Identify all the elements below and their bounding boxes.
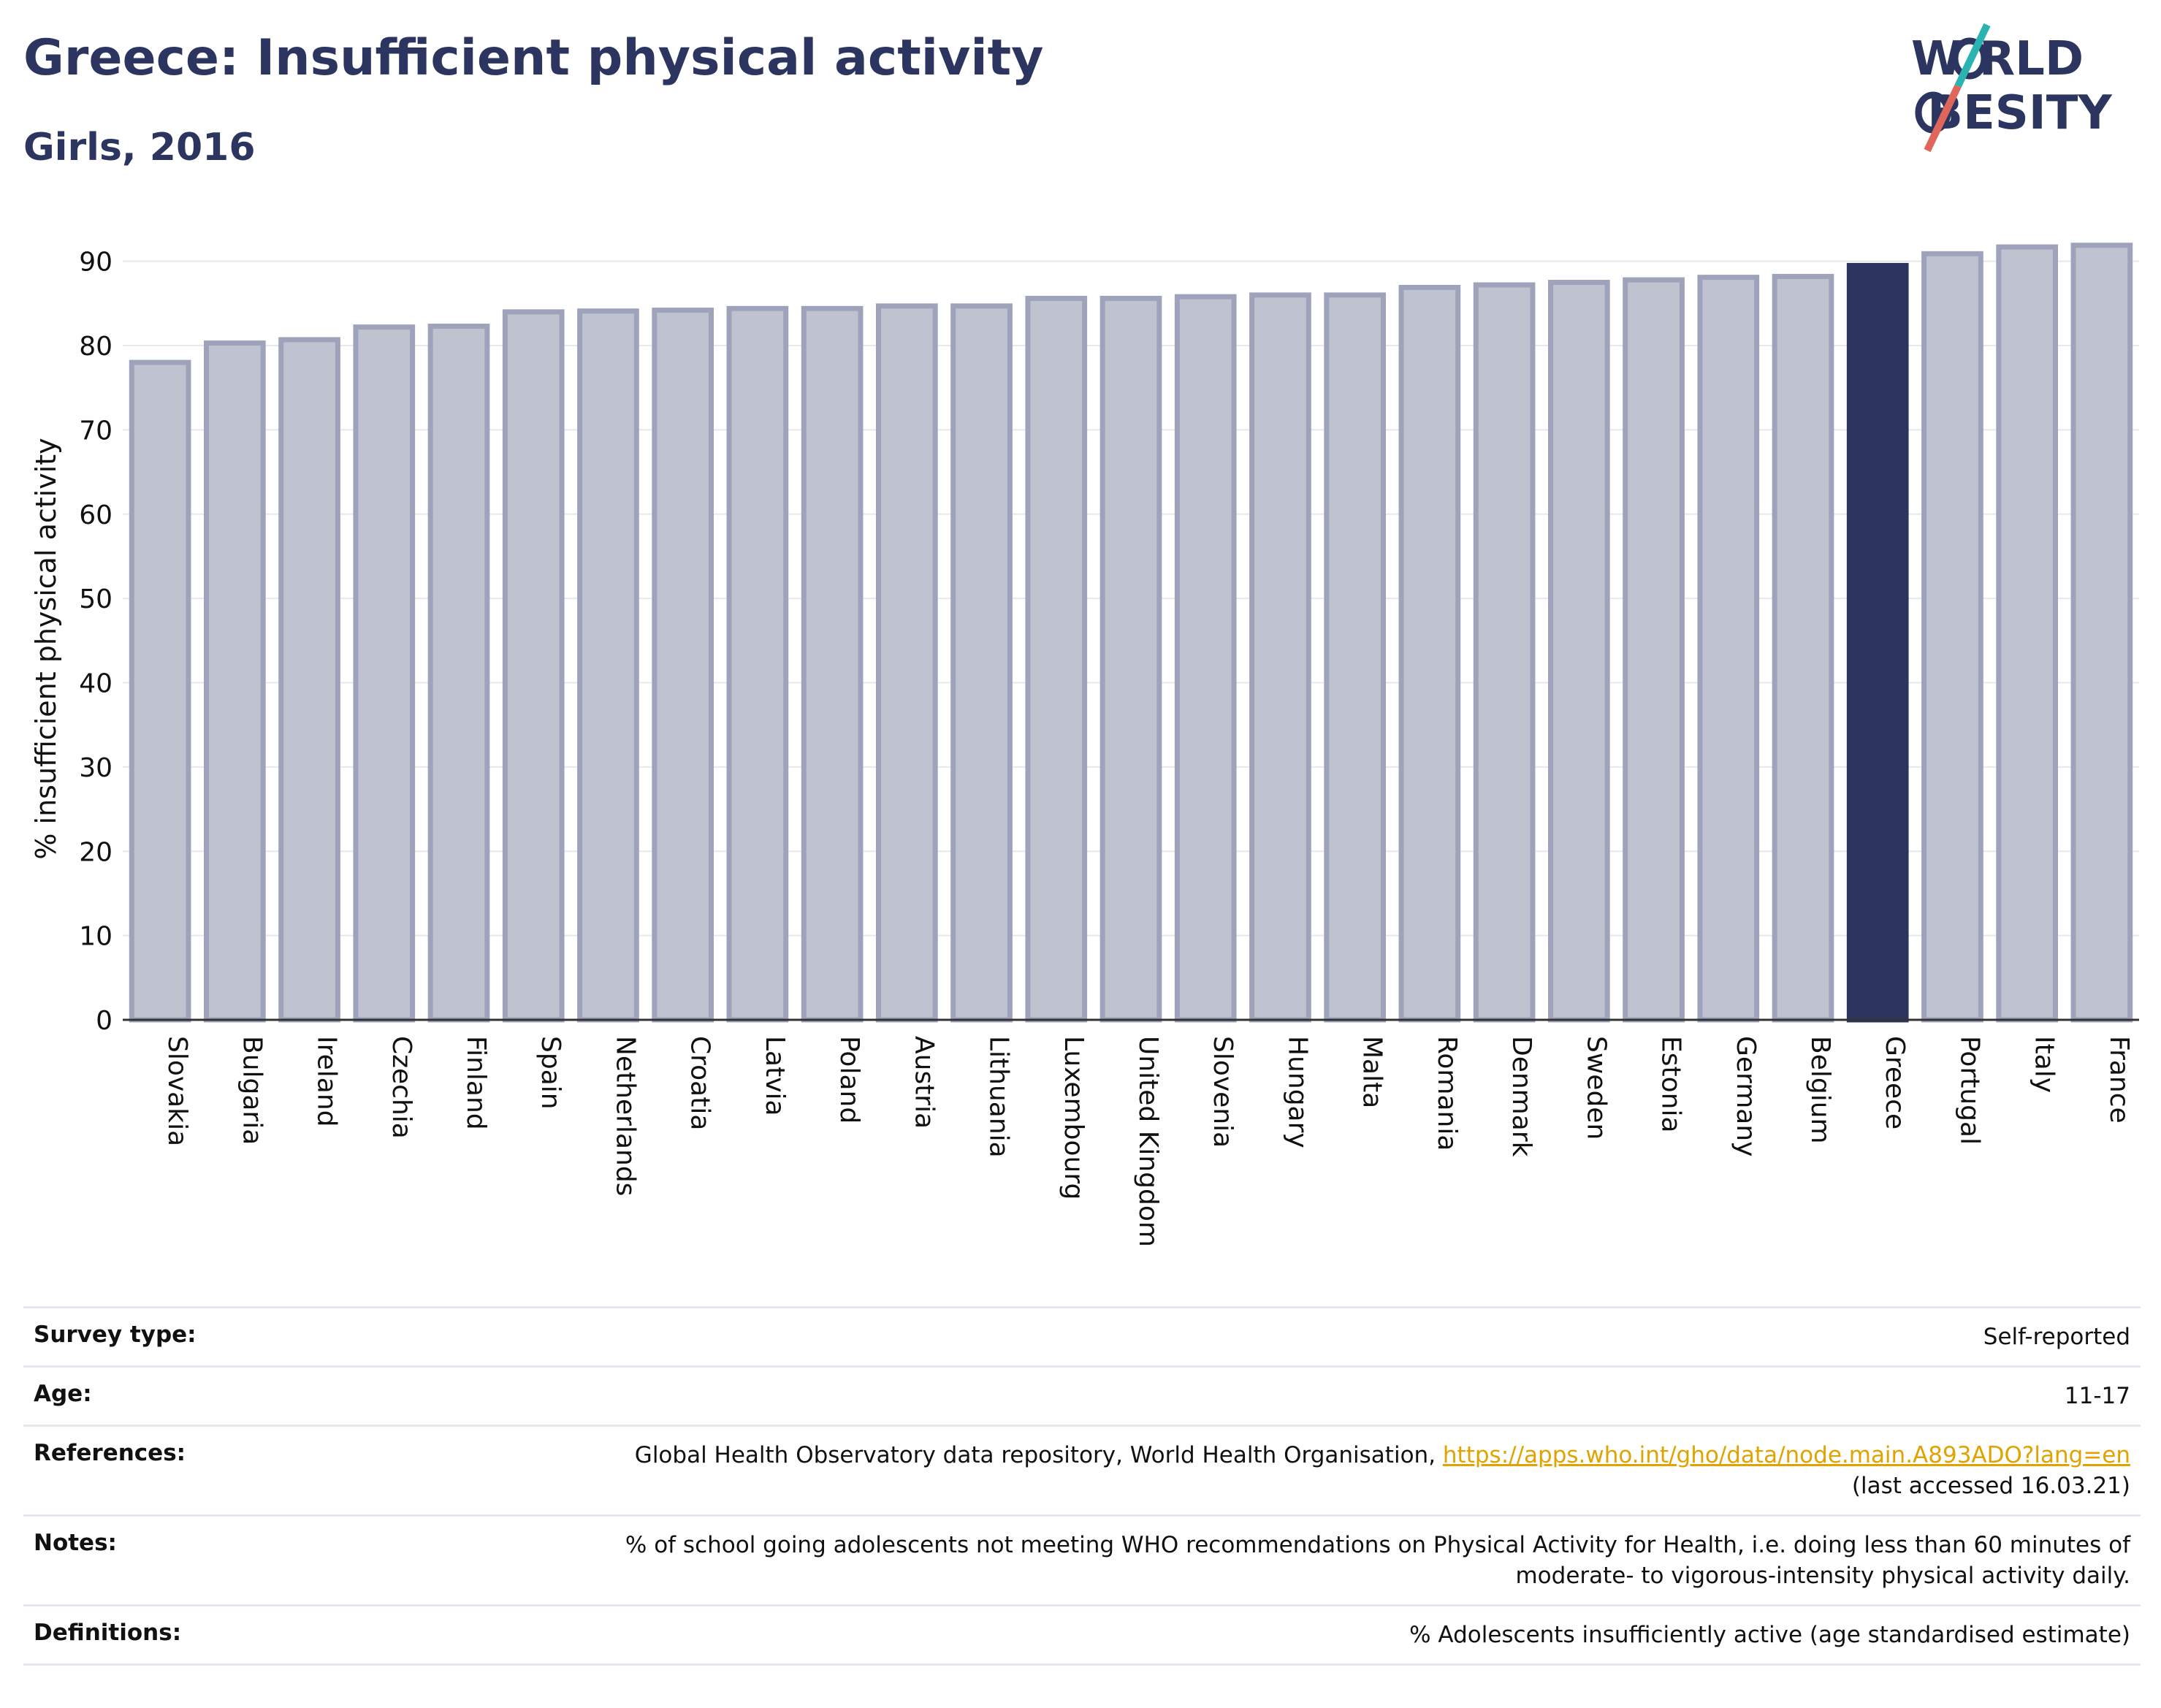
x-tick-label: Estonia [1656,1036,1686,1133]
bar-hungary [1249,292,1311,1023]
notes-line2: moderate- to vigorous-intensity physical… [1515,1563,2130,1589]
x-tick-label: Romania [1432,1036,1462,1151]
y-tick-label: 40 [79,669,113,699]
info-row-notes: Notes: % of school going adolescents not… [23,1514,2141,1606]
x-tick-label: Slovenia [1208,1036,1238,1148]
references-text: Global Health Observatory data repositor… [634,1442,1443,1468]
references-value: Global Health Observatory data repositor… [307,1425,2141,1516]
bar-luxembourg [1025,295,1088,1023]
y-tick-label: 80 [79,332,113,362]
info-row-references: References: Global Health Observatory da… [23,1425,2141,1516]
y-axis-label: % insufficient physical activity [30,438,62,859]
x-tick-label: Croatia [685,1036,715,1130]
x-tick-label: Bulgaria [237,1036,267,1145]
x-tick-label: France [2104,1036,2134,1124]
bar-united-kingdom [1099,295,1162,1023]
x-tick-labels: Slovakia Bulgaria Ireland Czechia Finland Spa… [162,1036,2134,1247]
age-label: Age: [23,1365,307,1426]
x-tick-label: Germany [1731,1036,1761,1156]
bar-croatia [652,308,714,1023]
y-tick-label: 0 [96,1006,113,1036]
page-subtitle: Girls, 2016 [23,126,256,169]
y-tick-label: 30 [79,753,113,783]
bar-romania [1398,284,1461,1023]
bars-group [129,243,2133,1023]
x-tick-label: United Kingdom [1133,1036,1163,1247]
survey-type-value: Self-reported [307,1306,2141,1367]
x-tick-label: Finland [461,1036,491,1130]
info-row-age: Age: 11-17 [23,1365,2141,1426]
x-tick-label: Netherlands [610,1036,640,1196]
bar-sweden [1547,280,1610,1023]
y-tick-label: 50 [79,584,113,614]
logo-o1-shape [1951,37,1988,80]
age-value: 11-17 [307,1365,2141,1426]
x-tick-label: Malta [1357,1036,1387,1108]
logo-slash-teal [1954,23,1991,88]
bar-latvia [726,305,789,1023]
x-tick-label: Portugal [1954,1036,1984,1145]
bar-estonia [1623,277,1685,1023]
bar-spain [502,309,565,1023]
bar-portugal [1921,251,1983,1023]
bar-slovakia [129,359,191,1023]
bar-czechia [353,324,416,1023]
bar-belgium [1772,273,1834,1023]
survey-type-label: Survey type: [23,1306,307,1367]
y-tick-label: 70 [79,416,113,446]
x-tick-label: Ireland [312,1036,342,1127]
bar-slovenia [1174,294,1237,1023]
x-tick-label: Lithuania [984,1036,1014,1158]
bar-malta [1324,292,1387,1023]
info-row-definitions: Definitions: % Adolescents insufficientl… [23,1604,2141,1666]
logo-slash-red [1924,84,1962,153]
bar-denmark [1473,282,1536,1023]
x-tick-label: Luxembourg [1059,1036,1089,1200]
bar-poland [801,305,864,1023]
notes-label: Notes: [23,1514,307,1606]
x-tick-label: Slovakia [162,1036,192,1146]
x-tick-label: Sweden [1581,1036,1611,1140]
notes-line1: % of school going adolescents not meetin… [625,1532,2130,1558]
bar-finland [427,324,490,1023]
x-tick-label: Austria [909,1036,939,1129]
x-tick-label: Spain [536,1036,565,1110]
x-tick-label: Belgium [1805,1036,1835,1144]
world-obesity-logo: W RLD BESITY [1911,23,2112,153]
bar-chart: 0 10 20 30 40 50 60 70 80 90 Slovakia Bulgaria Irel… [30,243,2139,1247]
bar-germany [1697,275,1760,1023]
references-link[interactable]: https://apps.who.int/gho/data/node.main.… [1442,1442,2130,1468]
bar-austria [875,303,938,1023]
x-tick-label: Italy [2029,1036,2059,1093]
references-label: References: [23,1425,307,1516]
x-tick-label: Greece [1880,1036,1910,1129]
y-tick-labels: 0 10 20 30 40 50 60 70 80 90 [79,248,113,1036]
bar-lithuania [950,303,1013,1023]
info-row-survey: Survey type: Self-reported [23,1306,2141,1367]
x-tick-label: Denmark [1506,1036,1536,1157]
bar-italy [1996,244,2059,1023]
y-tick-label: 10 [79,922,113,952]
x-tick-label: Latvia [760,1036,790,1116]
references-accessed: (last accessed 16.03.21) [1851,1473,2130,1499]
definitions-value: % Adolescents insufficiently active (age… [307,1604,2141,1666]
bar-bulgaria [203,340,266,1023]
y-tick-label: 60 [79,500,113,530]
y-tick-label: 20 [79,837,113,867]
info-table: Survey type: Self-reported Age: 11-17 Re… [23,1306,2141,1666]
bar-netherlands [577,308,639,1023]
x-tick-label: Hungary [1282,1036,1312,1148]
logo-line1: W RLD [1911,32,2084,86]
bar-ireland [278,337,340,1023]
y-tick-label: 90 [79,248,113,278]
page-title: Greece: Insufficient physical activity [23,29,1044,87]
x-tick-label: Czechia [386,1036,416,1139]
bar-greece [1846,262,1909,1023]
bar-france [2070,243,2133,1023]
definitions-label: Definitions: [23,1604,307,1666]
x-tick-label: Poland [834,1036,864,1124]
notes-value: % of school going adolescents not meetin… [307,1514,2141,1606]
